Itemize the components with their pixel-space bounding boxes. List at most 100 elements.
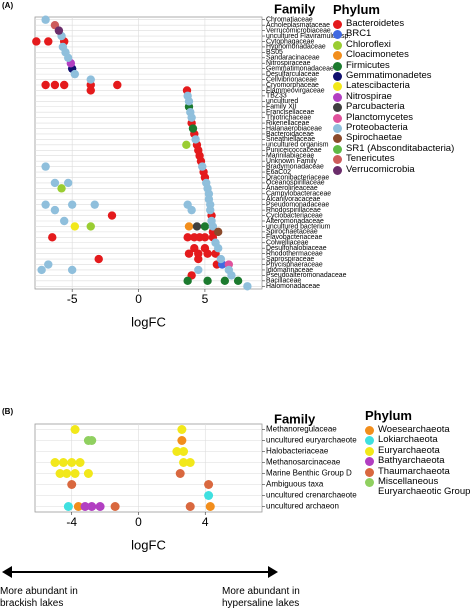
legend-item: Planctomycetes: [333, 111, 473, 123]
legend: Phylum Bacteroidetes BRC1 Chloroflexi Cloaci…: [333, 3, 473, 175]
point: [187, 113, 196, 122]
point: [95, 502, 105, 511]
legend-item: Euryarchaeota: [365, 444, 473, 456]
point: [60, 216, 69, 226]
family-label: Cellvibrionaceae: [266, 76, 317, 83]
legend-swatch: [333, 20, 342, 29]
point: [200, 233, 210, 242]
x-tick-label: 0: [135, 515, 142, 529]
family-label: uncultured: [266, 98, 298, 105]
footer-left: More abundant in brackish lakes: [0, 586, 78, 609]
point: [185, 458, 195, 467]
family-label: Marine Benthic Group D: [266, 469, 352, 478]
point: [67, 480, 77, 489]
point: [55, 469, 65, 478]
point: [184, 97, 194, 106]
point: [41, 15, 50, 24]
x-tick-label: -4: [66, 515, 77, 529]
point: [179, 447, 189, 456]
point: [183, 233, 192, 242]
family-label: uncultured Flaviramulus sp.: [266, 33, 350, 40]
family-label: Alteromonadaceae: [266, 218, 324, 225]
legend-swatch: [333, 72, 342, 82]
point: [179, 458, 189, 467]
family-label: uncultured bacterium: [266, 223, 331, 230]
point: [191, 135, 200, 144]
point: [83, 469, 93, 478]
legend-swatch: [333, 61, 342, 71]
family-label: Marinilabiaceae: [266, 153, 314, 160]
family-label: Campylobacteraceae: [266, 191, 331, 198]
legend-item: Verrucomicrobia: [333, 164, 473, 175]
legend-swatch: [333, 144, 342, 154]
point: [213, 244, 223, 253]
legend-label: Woesearchaeota: [378, 424, 450, 435]
point: [41, 162, 50, 171]
point: [44, 260, 53, 269]
legend-item: Bathyarchaeota: [365, 455, 473, 467]
legend-swatch: [333, 51, 342, 61]
legend-label: Bathyarchaeota: [378, 455, 445, 467]
point: [37, 265, 46, 275]
point: [110, 502, 120, 511]
point: [67, 265, 77, 275]
point: [60, 80, 69, 90]
point: [67, 458, 77, 467]
legend-label: Lokiarchaeota: [378, 434, 438, 446]
point: [70, 69, 80, 79]
family-label: Rhodothermaceae: [266, 250, 323, 257]
plot-area: [34, 423, 263, 513]
family-label: Family XII: [266, 104, 297, 111]
legend-swatch: [333, 82, 342, 92]
point: [227, 271, 236, 280]
family-label: Nitrospiraceae: [266, 60, 311, 67]
point: [175, 469, 185, 478]
family-label: Spirochaetaceae: [266, 229, 318, 236]
legend-item: Tenericutes: [333, 153, 473, 165]
family-label: Halomonadaceae: [266, 283, 320, 290]
point: [184, 222, 194, 231]
legend-swatch: [333, 40, 342, 50]
point: [192, 222, 202, 231]
legend-label: Euryarchaeota: [378, 444, 440, 456]
point: [183, 276, 192, 286]
x-tick-label: -5: [67, 292, 78, 306]
point: [87, 502, 97, 511]
family-label: Flavobacteriaceae: [266, 234, 322, 241]
point: [187, 205, 196, 215]
family-label: Cytophagaceae: [266, 38, 314, 45]
legend-item: Latescibacteria: [333, 81, 473, 92]
legend-swatch: [365, 436, 374, 446]
legend-label: Cloacimonetes: [346, 49, 409, 61]
point: [48, 233, 57, 242]
legend-label: Gemmatimonadetes: [346, 70, 432, 82]
point: [50, 80, 60, 90]
point: [185, 502, 195, 511]
point: [205, 502, 215, 511]
legend-item: Thaumarchaeota: [365, 466, 473, 477]
family-label: Ambiguous taxa: [266, 480, 324, 489]
family-title: Family: [274, 1, 316, 16]
family-label: Flammeovirgaceae: [266, 87, 325, 94]
point: [184, 249, 194, 258]
point: [213, 227, 223, 237]
point: [54, 26, 64, 35]
family-label: Pseudoalteromonadaceae: [266, 272, 347, 279]
legend-swatch: [333, 155, 342, 165]
family-label: Desulfarculaceae: [266, 71, 319, 78]
family-label: Alcanivoracaceae: [266, 196, 321, 203]
legend-label: Planctomycetes: [346, 111, 414, 123]
family-label: Verrucomicrobiaceae: [266, 27, 331, 34]
legend-label: Bacteroidetes: [346, 18, 405, 29]
legend-label: Tenericutes: [346, 153, 395, 165]
arrow-head-right: [268, 566, 278, 578]
family-label: Puniceicoccaceae: [266, 147, 322, 154]
legend-item: Woesearchaeota: [365, 424, 473, 435]
legend-swatch: [333, 124, 342, 134]
family-label: Bacteroidaceae: [266, 131, 314, 138]
legend-item: Lokiarchaeota: [365, 434, 473, 446]
family-label: Cryomorphaceae: [266, 82, 319, 89]
legend-item: Gemmatimonadetes: [333, 70, 473, 82]
family-label: Phycisphaeraceae: [266, 261, 323, 268]
